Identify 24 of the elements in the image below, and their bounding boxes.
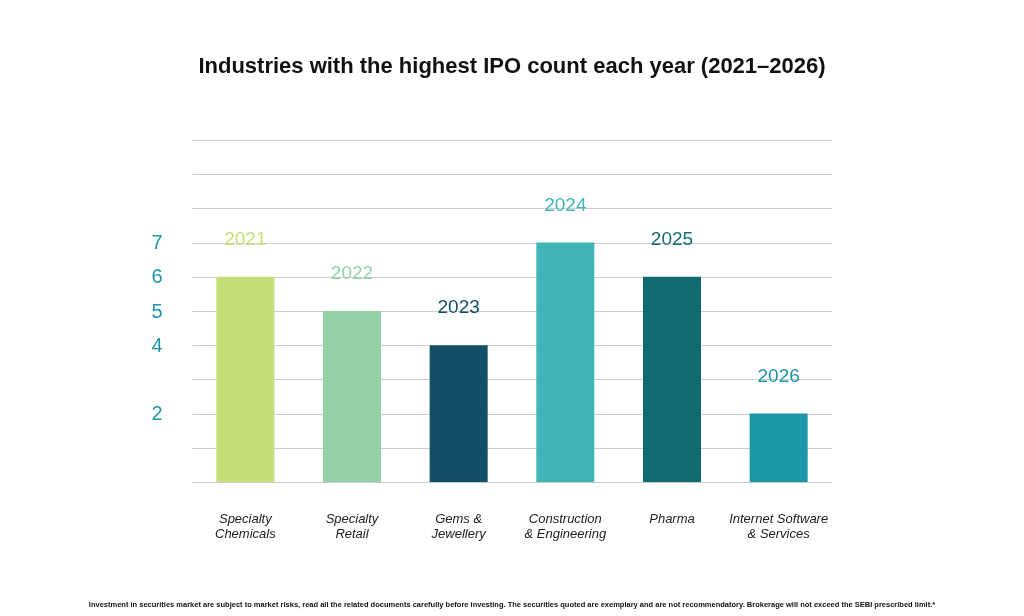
y-tick-label: 7 xyxy=(151,231,163,254)
x-tick-label: Construction & Engineering xyxy=(524,510,607,541)
annotation: 2022 xyxy=(330,262,374,283)
x-tick-label: Gems & Jewellery xyxy=(430,510,488,541)
y-tick-label: 5 xyxy=(151,299,163,322)
y-tick-label: 6 xyxy=(151,265,163,288)
bar xyxy=(323,311,381,482)
y-tick-label: 2 xyxy=(151,402,163,425)
bar xyxy=(429,345,488,482)
annotation: 2024 xyxy=(544,193,587,215)
bar xyxy=(216,276,275,482)
bar xyxy=(536,242,595,482)
x-tick-label: Pharma xyxy=(649,510,695,526)
y-tick-label: 4 xyxy=(151,333,163,356)
annotation: 2026 xyxy=(757,364,800,386)
bar xyxy=(749,413,808,482)
x-tick-label: Specialty Chemicals xyxy=(214,510,277,541)
chart-title: Industries with the highest IPO count each year (2021–2026) xyxy=(198,53,826,78)
x-tick-label: Internet Software & Services xyxy=(729,510,829,541)
annotation: 2023 xyxy=(437,296,480,318)
bar xyxy=(643,276,701,482)
annotation: 2021 xyxy=(224,227,267,249)
x-tick-label: Specialty Retail xyxy=(325,510,380,541)
annotation: 2025 xyxy=(650,227,694,249)
